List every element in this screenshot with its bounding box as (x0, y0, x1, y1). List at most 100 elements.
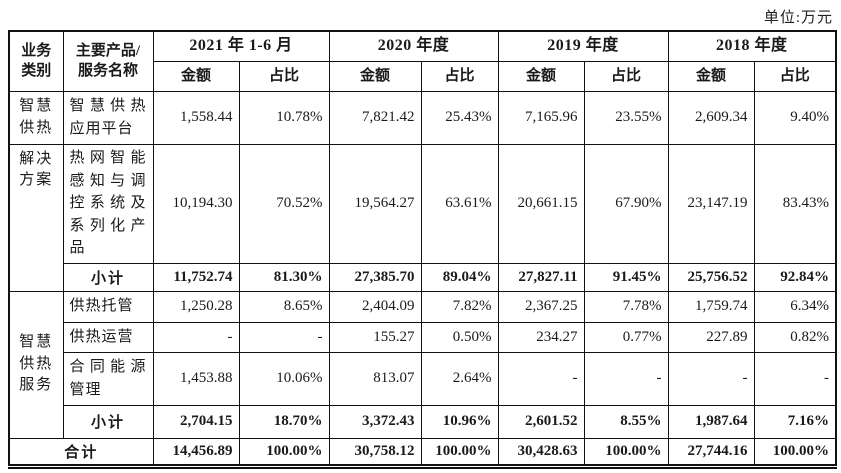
ratio-cell: 89.04% (420, 262, 499, 292)
category-cell-services: 智慧 供热 服务 (8, 290, 64, 439)
amount-cell: 30,758.12 (328, 437, 422, 466)
ratio-cell: 63.61% (420, 143, 499, 264)
table-row-platform: 智慧 供热 智慧供热应用平台 1,558.44 10.78% 7,821.42 … (8, 90, 837, 145)
ratio-cell: 25.43% (420, 90, 499, 145)
amount-cell: 1,987.64 (667, 404, 755, 439)
header-period-2021h1: 2021 年 1-6 月 (152, 30, 330, 62)
table-row-grand-total: 合计 14,456.89 100.00% 30,758.12 100.00% 3… (8, 437, 837, 466)
ratio-cell: 10.78% (238, 90, 330, 145)
ratio-cell: 2.64% (420, 351, 499, 406)
ratio-cell: 81.30% (238, 262, 330, 292)
amount-cell: 1,558.44 (152, 90, 240, 145)
total-label: 合计 (8, 437, 154, 466)
ratio-cell: 100.00% (583, 437, 669, 466)
amount-cell: 27,385.70 (328, 262, 422, 292)
amount-cell: 10,194.30 (152, 143, 240, 264)
ratio-cell: 67.90% (583, 143, 669, 264)
ratio-cell: 91.45% (583, 262, 669, 292)
ratio-cell: 0.82% (753, 321, 837, 353)
ratio-cell: 18.70% (238, 404, 330, 439)
amount-cell: 11,752.74 (152, 262, 240, 292)
amount-cell: - (152, 321, 240, 353)
ratio-cell: 6.34% (753, 290, 837, 323)
table-row-subtotal-solutions: 小计 11,752.74 81.30% 27,385.70 89.04% 27,… (9, 262, 837, 292)
ratio-cell: 100.00% (238, 437, 330, 466)
header-period-2018: 2018 年度 (667, 30, 837, 62)
header-row-periods: 业务 类别 主要产品/ 服务名称 2021 年 1-6 月 2020 年度 20… (8, 30, 837, 92)
amount-cell: 3,372.43 (328, 404, 422, 439)
product-name-cell: 供热托管 (62, 290, 154, 323)
ratio-cell: - (238, 321, 330, 353)
amount-cell: 30,428.63 (497, 437, 585, 466)
header-ratio: 占比 (420, 60, 499, 92)
revenue-breakdown-table: 业务 类别 主要产品/ 服务名称 2021 年 1-6 月 2020 年度 20… (8, 30, 838, 469)
amount-cell: 27,827.11 (497, 262, 585, 292)
subtotal-label: 小计 (62, 262, 154, 292)
amount-cell: 20,661.15 (497, 143, 585, 264)
amount-cell: 19,564.27 (328, 143, 422, 264)
amount-cell: 2,601.52 (497, 404, 585, 439)
amount-cell: 27,744.16 (667, 437, 755, 466)
ratio-cell: 10.06% (238, 351, 330, 406)
amount-cell: 1,453.88 (152, 351, 240, 406)
category-cell-solutions-top: 智慧 供热 (8, 90, 64, 145)
amount-cell: - (667, 351, 755, 406)
table-row-heating-operation: 供热运营 - - 155.27 0.50% 234.27 0.77% 227.8… (9, 321, 837, 353)
ratio-cell: 8.65% (238, 290, 330, 323)
amount-cell: 227.89 (667, 321, 755, 353)
amount-cell: 2,704.15 (152, 404, 240, 439)
product-name-cell: 合同能源管理 (62, 351, 154, 406)
amount-cell: 2,404.09 (328, 290, 422, 323)
amount-cell: - (497, 351, 585, 406)
header-amount: 金额 (328, 60, 422, 92)
ratio-cell: 9.40% (753, 90, 837, 145)
header-amount: 金额 (497, 60, 585, 92)
header-business-category: 业务 类别 (8, 30, 64, 92)
table-row-heat-network: 解决 方案 热网智能感知与调控系统及系列化产品 10,194.30 70.52%… (8, 143, 837, 292)
table-row-energy-contract: 合同能源管理 1,453.88 10.06% 813.07 2.64% - - … (9, 351, 837, 406)
ratio-cell: 100.00% (753, 437, 837, 466)
header-ratio: 占比 (238, 60, 330, 92)
amount-cell: 2,367.25 (497, 290, 585, 323)
header-ratio: 占比 (583, 60, 669, 92)
amount-cell: 813.07 (328, 351, 422, 406)
amount-cell: 234.27 (497, 321, 585, 353)
ratio-cell: 100.00% (420, 437, 499, 466)
ratio-cell: 7.78% (583, 290, 669, 323)
amount-cell: 23,147.19 (667, 143, 755, 264)
amount-cell: 1,250.28 (152, 290, 240, 323)
product-name-cell: 热网智能感知与调控系统及系列化产品 (62, 143, 154, 264)
header-amount: 金额 (667, 60, 755, 92)
header-row-metrics: 金额 占比 金额 占比 金额 占比 金额 占比 (9, 60, 837, 92)
amount-cell: 14,456.89 (152, 437, 240, 466)
product-name-cell: 供热运营 (62, 321, 154, 353)
amount-cell: 25,756.52 (667, 262, 755, 292)
table-row-subtotal-services: 小计 2,704.15 18.70% 3,372.43 10.96% 2,601… (9, 404, 837, 439)
subtotal-label: 小计 (62, 404, 154, 439)
ratio-cell: - (753, 351, 837, 406)
header-product-name: 主要产品/ 服务名称 (62, 30, 154, 92)
header-period-2020: 2020 年度 (328, 30, 499, 62)
category-cell-solutions-bottom: 解决 方案 (8, 143, 64, 292)
ratio-cell: 83.43% (753, 143, 837, 264)
ratio-cell: 7.82% (420, 290, 499, 323)
ratio-cell: 10.96% (420, 404, 499, 439)
header-amount: 金额 (152, 60, 240, 92)
ratio-cell: 70.52% (238, 143, 330, 264)
ratio-cell: 0.77% (583, 321, 669, 353)
ratio-cell: 92.84% (753, 262, 837, 292)
table-row-heating-trusteeship: 智慧 供热 服务 供热托管 1,250.28 8.65% 2,404.09 7.… (8, 290, 837, 439)
header-period-2019: 2019 年度 (497, 30, 669, 62)
unit-label: 单位:万元 (763, 10, 833, 26)
ratio-cell: 23.55% (583, 90, 669, 145)
amount-cell: 7,821.42 (328, 90, 422, 145)
product-name-cell: 智慧供热应用平台 (62, 90, 154, 145)
amount-cell: 155.27 (328, 321, 422, 353)
amount-cell: 2,609.34 (667, 90, 755, 145)
ratio-cell: - (583, 351, 669, 406)
amount-cell: 1,759.74 (667, 290, 755, 323)
ratio-cell: 0.50% (420, 321, 499, 353)
amount-cell: 7,165.96 (497, 90, 585, 145)
header-ratio: 占比 (753, 60, 837, 92)
